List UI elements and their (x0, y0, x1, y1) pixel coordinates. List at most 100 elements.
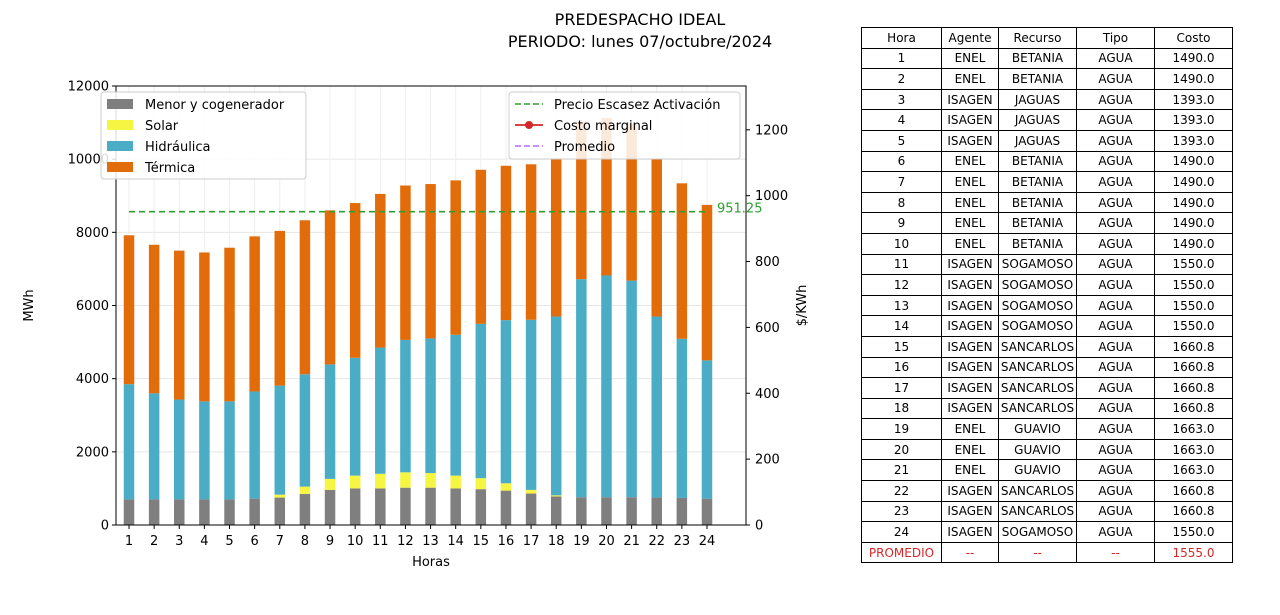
chart-title: PREDESPACHO IDEAL (554, 10, 726, 29)
bar-segment (324, 210, 336, 365)
bar-segment (701, 498, 713, 525)
bar-segment (500, 490, 512, 525)
bar-segment (199, 252, 210, 402)
bar-segment (651, 316, 662, 498)
x-tick-label: 7 (276, 534, 284, 549)
x-tick-label: 18 (548, 534, 565, 549)
bar-segment (299, 220, 311, 375)
table-cell: 1393.0 (1154, 129, 1233, 152)
legend-label: Promedio (554, 140, 615, 155)
table-cell: ENEL (941, 212, 999, 234)
table-cell: 20 (861, 438, 942, 461)
bar-segment (274, 385, 286, 495)
table-cell: AGUA (1076, 129, 1155, 152)
table-cell: ISAGEN (941, 521, 999, 543)
bar-segment (601, 275, 612, 498)
bar-segment (576, 497, 587, 525)
x-tick-label: 21 (623, 534, 640, 549)
table-cell: AGUA (1076, 150, 1155, 173)
bar-segment (174, 399, 185, 500)
table-cell: 3 (861, 88, 942, 111)
table-header-cell: Hora (861, 27, 942, 49)
table-cell: 12 (861, 274, 942, 296)
table-cell: ISAGEN (941, 274, 999, 296)
table-cell: ENEL (941, 191, 999, 214)
table-cell: AGUA (1076, 356, 1155, 379)
table-row: 1 ENEL BETANIA AGUA 1490.0 (861, 47, 1233, 70)
table-cell: 2 (861, 68, 942, 90)
y2-tick-label: 400 (755, 387, 780, 402)
table-cell: BETANIA (998, 232, 1077, 255)
stacked-bar-chart: 951.25 0 2000 4000 6000 8000 10000 12000 0 200 40… (22, 80, 810, 571)
table-cell: 10 (861, 232, 942, 255)
bar-segment (425, 487, 436, 525)
table-cell: ISAGEN (941, 129, 999, 152)
bar-segment (550, 159, 562, 317)
table-cell: ISAGEN (941, 377, 999, 399)
table-cell: 1555.0 (1154, 541, 1233, 564)
bar-segment (375, 193, 386, 348)
bar-segment (626, 497, 637, 525)
table-cell: 9 (861, 212, 942, 234)
x-tick-label: 12 (397, 534, 414, 549)
table-body: 1 ENEL BETANIA AGUA 1490.0 2 ENEL BETANIA AGUA 14… (861, 47, 1233, 564)
x-axis-label: Horas (412, 555, 450, 570)
legend-swatch (107, 162, 133, 172)
y-tick-label: 6000 (76, 299, 109, 314)
legend-box (508, 91, 741, 160)
table-cell: AGUA (1076, 480, 1155, 502)
y-tick-label: 4000 (76, 372, 109, 387)
legend-label: Costo marginal (554, 119, 652, 134)
table-cell: 1550.0 (1154, 294, 1233, 317)
table-cell: SOGAMOSO (998, 521, 1077, 543)
bar-segment (324, 489, 336, 525)
table-row: 2 ENEL BETANIA AGUA 1490.0 (861, 68, 1233, 90)
bar-segment (123, 384, 135, 500)
x-tick-label: 10 (347, 534, 364, 549)
bar-segment (349, 203, 361, 358)
table-cell: 11 (861, 253, 942, 276)
table-row: 16 ISAGEN SANCARLOS AGUA 1660.8 (861, 356, 1233, 379)
table-cell: SOGAMOSO (998, 253, 1077, 276)
table-row: 14 ISAGEN SOGAMOSO AGUA 1550.0 (861, 315, 1233, 337)
x-tick-label: 24 (699, 534, 716, 549)
table-cell: ISAGEN (941, 315, 999, 337)
table-cell: 8 (861, 191, 942, 214)
x-tick-label: 19 (573, 534, 590, 549)
bar-segment (651, 497, 662, 525)
table-row: 10 ENEL BETANIA AGUA 1490.0 (861, 232, 1233, 255)
table-cell: 1490.0 (1154, 47, 1233, 70)
table-cell: 5 (861, 129, 942, 152)
bar-segment (601, 118, 612, 276)
bar-segment (324, 478, 336, 490)
table-cell: AGUA (1076, 294, 1155, 317)
table-cell: ISAGEN (941, 480, 999, 502)
bar-segment (148, 393, 160, 500)
y2-tick-label: 0 (755, 519, 763, 534)
x-tick-label: 13 (422, 534, 439, 549)
bar-segment (500, 483, 512, 491)
table-cell: AGUA (1076, 47, 1155, 70)
bar-segment (425, 184, 436, 339)
table-cell: ISAGEN (941, 397, 999, 420)
bar-segment (525, 319, 537, 490)
table-cell: 1490.0 (1154, 150, 1233, 173)
table-row: 5 ISAGEN JAGUAS AGUA 1393.0 (861, 129, 1233, 152)
table-cell: -- (941, 541, 999, 564)
table-cell: SOGAMOSO (998, 315, 1077, 337)
bar-segment (299, 486, 311, 494)
y-tick-label: 8000 (76, 226, 109, 241)
bar-segment (425, 338, 436, 474)
bar-segment (299, 493, 311, 525)
table-cell: 23 (861, 500, 942, 523)
table-row: 12 ISAGEN SOGAMOSO AGUA 1550.0 (861, 274, 1233, 296)
table-row: 8 ENEL BETANIA AGUA 1490.0 (861, 191, 1233, 214)
x-tick-label: 17 (523, 534, 540, 549)
table-row: 17 ISAGEN SANCARLOS AGUA 1660.8 (861, 377, 1233, 399)
bar-segment (500, 165, 512, 321)
bar-segment (701, 360, 713, 499)
table-cell: SANCARLOS (998, 377, 1077, 399)
bar-segment (224, 499, 235, 525)
bar-segment (626, 280, 637, 498)
table-cell: AGUA (1076, 68, 1155, 90)
